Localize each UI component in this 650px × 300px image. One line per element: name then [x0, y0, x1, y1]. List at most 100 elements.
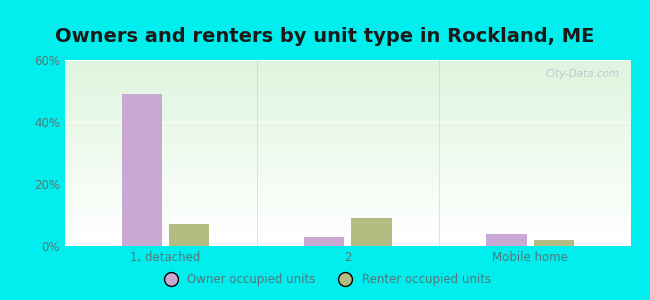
Bar — [65, 128, 630, 129]
Bar — [65, 61, 630, 62]
Bar — [65, 159, 630, 160]
Bar — [65, 158, 630, 159]
Bar — [65, 172, 630, 173]
Bar — [65, 184, 630, 185]
Bar — [65, 111, 630, 112]
Bar — [65, 102, 630, 103]
Bar — [65, 155, 630, 156]
Bar — [65, 124, 630, 125]
Bar — [65, 205, 630, 206]
Bar — [65, 175, 630, 176]
Bar — [65, 233, 630, 234]
Bar — [65, 165, 630, 166]
Bar — [65, 238, 630, 239]
Bar — [65, 203, 630, 204]
Legend: Owner occupied units, Renter occupied units: Owner occupied units, Renter occupied un… — [154, 269, 496, 291]
Bar — [65, 167, 630, 168]
Bar — [65, 89, 630, 90]
Bar — [65, 162, 630, 163]
Bar — [65, 150, 630, 151]
Bar — [65, 140, 630, 141]
Bar — [65, 84, 630, 85]
Bar — [65, 197, 630, 198]
Bar — [65, 138, 630, 139]
Bar — [65, 193, 630, 194]
Bar — [304, 237, 344, 246]
Bar — [65, 187, 630, 188]
Bar — [65, 237, 630, 238]
Bar — [65, 166, 630, 167]
Bar — [65, 146, 630, 147]
Bar — [486, 234, 526, 246]
Bar — [65, 191, 630, 192]
Bar — [65, 68, 630, 69]
Bar — [65, 234, 630, 235]
Bar — [65, 239, 630, 240]
Bar — [65, 126, 630, 127]
Bar — [65, 169, 630, 170]
Bar — [65, 160, 630, 161]
Bar — [122, 94, 162, 246]
Bar — [65, 225, 630, 226]
Bar — [65, 79, 630, 80]
Bar — [65, 210, 630, 211]
Bar — [65, 132, 630, 133]
Bar — [65, 173, 630, 174]
Bar — [65, 106, 630, 107]
Bar — [65, 243, 630, 244]
Bar — [65, 148, 630, 149]
Bar — [65, 214, 630, 215]
Bar — [65, 76, 630, 77]
Bar — [65, 142, 630, 143]
Text: Owners and renters by unit type in Rockland, ME: Owners and renters by unit type in Rockl… — [55, 27, 595, 46]
Bar — [65, 181, 630, 182]
Bar — [65, 149, 630, 150]
Bar — [65, 160, 630, 161]
Bar — [65, 112, 630, 113]
Bar — [65, 115, 630, 116]
Bar — [65, 110, 630, 111]
Bar — [65, 188, 630, 189]
Bar — [65, 94, 630, 95]
Bar — [65, 183, 630, 184]
Bar — [65, 122, 630, 123]
Bar — [65, 185, 630, 187]
Bar — [65, 129, 630, 130]
Bar — [65, 90, 630, 91]
Bar — [65, 96, 630, 97]
Bar — [65, 154, 630, 155]
Bar — [65, 73, 630, 74]
Bar — [65, 130, 630, 131]
Bar — [65, 147, 630, 148]
Bar — [65, 244, 630, 245]
Bar — [65, 98, 630, 99]
Bar — [65, 109, 630, 110]
Bar — [65, 144, 630, 145]
Bar — [65, 108, 630, 109]
Bar — [65, 204, 630, 205]
Bar — [65, 207, 630, 208]
Bar — [65, 192, 630, 193]
Bar — [65, 217, 630, 218]
Bar — [65, 219, 630, 220]
Bar — [65, 95, 630, 96]
Bar — [65, 99, 630, 100]
Bar — [65, 222, 630, 223]
Bar — [65, 242, 630, 243]
Bar — [65, 104, 630, 105]
Bar — [65, 97, 630, 98]
Bar — [65, 74, 630, 75]
Bar — [65, 227, 630, 228]
Bar — [65, 241, 630, 242]
Bar — [65, 232, 630, 233]
Bar — [65, 77, 630, 78]
Bar — [65, 161, 630, 162]
Bar — [65, 131, 630, 132]
Bar — [65, 170, 630, 171]
Bar — [65, 156, 630, 157]
Text: City-Data.com: City-Data.com — [545, 69, 619, 79]
Bar — [65, 141, 630, 142]
Bar — [65, 139, 630, 140]
Bar — [65, 87, 630, 88]
Bar — [65, 92, 630, 94]
